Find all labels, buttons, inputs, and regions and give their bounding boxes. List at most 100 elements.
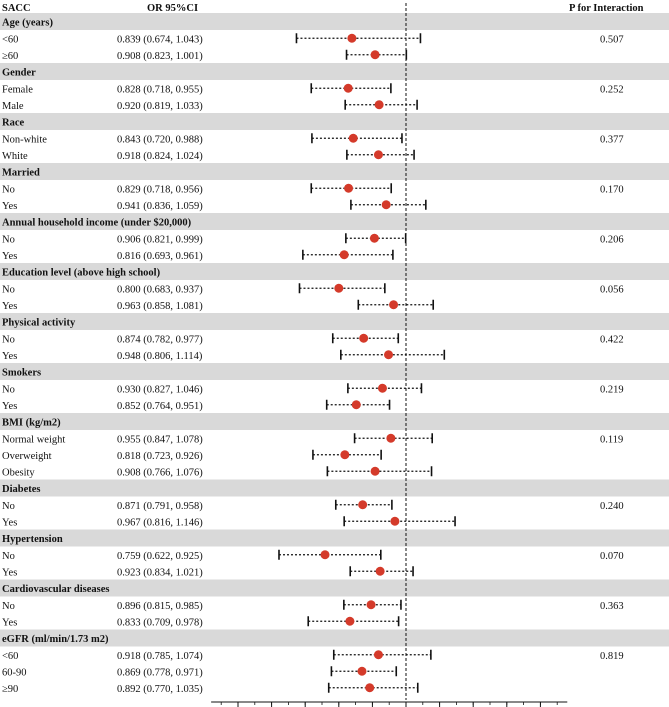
point-estimate bbox=[377, 383, 387, 393]
row-label: Male bbox=[2, 101, 24, 112]
group-band bbox=[0, 163, 669, 180]
row-p-value: 0.240 bbox=[600, 501, 624, 512]
point-estimate bbox=[373, 650, 383, 660]
row-ci-text: 0.906 (0.821, 0.999) bbox=[117, 234, 203, 245]
row-label: No bbox=[2, 384, 15, 395]
header-label: SACC bbox=[2, 3, 31, 14]
group-band bbox=[0, 213, 669, 230]
point-estimate bbox=[340, 450, 350, 460]
row-p-value: 0.206 bbox=[600, 234, 624, 245]
row-ci-text: 0.839 (0.674, 1.043) bbox=[117, 34, 203, 45]
point-estimate bbox=[351, 400, 361, 410]
group-title: Hypertension bbox=[2, 534, 63, 545]
row-ci-text: 0.918 (0.785, 1.074) bbox=[117, 651, 203, 662]
point-estimate bbox=[366, 600, 376, 610]
point-estimate bbox=[343, 83, 353, 93]
point-estimate bbox=[381, 200, 391, 210]
point-estimate bbox=[345, 616, 355, 626]
point-estimate bbox=[344, 183, 354, 193]
header-p-interaction: P for Interaction bbox=[569, 3, 644, 14]
row-ci-text: 0.892 (0.770, 1.035) bbox=[117, 684, 203, 695]
row-ci-text: 0.955 (0.847, 1.078) bbox=[117, 434, 203, 445]
row-p-value: 0.252 bbox=[600, 84, 624, 95]
point-estimate bbox=[389, 300, 399, 310]
row-ci-text: 0.948 (0.806, 1.114) bbox=[117, 351, 203, 362]
plot-marks bbox=[278, 3, 456, 700]
row-label: <60 bbox=[2, 651, 18, 662]
group-band bbox=[0, 113, 669, 130]
row-label: No bbox=[2, 501, 15, 512]
point-estimate bbox=[384, 350, 394, 360]
group-band bbox=[0, 579, 669, 597]
row-label: Yes bbox=[2, 401, 17, 412]
point-estimate bbox=[365, 683, 375, 693]
row-label: No bbox=[2, 601, 15, 612]
row-p-value: 0.219 bbox=[600, 384, 624, 395]
group-title: Age (years) bbox=[2, 18, 54, 29]
point-estimate bbox=[334, 283, 344, 293]
group-title: Race bbox=[2, 118, 24, 129]
group-band bbox=[0, 479, 669, 497]
row-ci-text: 0.852 (0.764, 0.951) bbox=[117, 401, 203, 412]
row-ci-text: 0.816 (0.693, 0.961) bbox=[117, 251, 203, 262]
row-ci-text: 0.896 (0.815, 0.985) bbox=[117, 601, 203, 612]
row-label: Yes bbox=[2, 201, 17, 212]
point-estimate bbox=[348, 133, 358, 143]
point-estimate bbox=[390, 516, 400, 526]
row-ci-text: 0.843 (0.720, 0.988) bbox=[117, 134, 203, 145]
row-ci-text: 0.920 (0.819, 1.033) bbox=[117, 101, 203, 112]
row-label: Yes bbox=[2, 617, 17, 628]
group-title: Married bbox=[2, 168, 40, 179]
point-estimate bbox=[347, 33, 357, 43]
row-ci-text: 0.963 (0.858, 1.081) bbox=[117, 301, 203, 312]
group-band bbox=[0, 363, 669, 380]
group-title: Education level (above high school) bbox=[2, 268, 161, 279]
row-label: Yes bbox=[2, 567, 17, 578]
row-label: <60 bbox=[2, 34, 18, 45]
row-ci-text: 0.908 (0.766, 1.076) bbox=[117, 467, 203, 478]
group-title: Gender bbox=[2, 68, 36, 79]
row-ci-text: 0.908 (0.823, 1.001) bbox=[117, 51, 203, 62]
row-p-value: 0.119 bbox=[600, 434, 623, 445]
group-title: Diabetes bbox=[2, 484, 41, 495]
group-title: eGFR (ml/min/1.73 m2) bbox=[2, 634, 109, 645]
group-title: Smokers bbox=[2, 368, 41, 379]
row-label: 60-90 bbox=[2, 667, 27, 678]
point-estimate bbox=[375, 566, 385, 576]
group-band bbox=[0, 629, 669, 647]
row-p-value: 0.507 bbox=[600, 34, 624, 45]
group-band bbox=[0, 13, 669, 30]
group-band bbox=[0, 263, 669, 280]
row-label: No bbox=[2, 551, 15, 562]
group-band bbox=[0, 63, 669, 80]
row-label: Female bbox=[2, 84, 33, 95]
row-label: No bbox=[2, 234, 15, 245]
point-estimate bbox=[357, 666, 367, 676]
row-p-value: 0.070 bbox=[600, 551, 624, 562]
row-ci-text: 0.800 (0.683, 0.937) bbox=[117, 284, 203, 295]
point-estimate bbox=[370, 50, 380, 60]
group-title: Annual household income (under $20,000) bbox=[2, 218, 192, 229]
group-band bbox=[0, 529, 669, 547]
group-band bbox=[0, 413, 669, 430]
point-estimate bbox=[373, 150, 383, 160]
row-label: White bbox=[2, 151, 28, 162]
group-band bbox=[0, 313, 669, 330]
row-p-value: 0.422 bbox=[600, 334, 624, 345]
point-estimate bbox=[374, 100, 384, 110]
row-label: No bbox=[2, 334, 15, 345]
point-estimate bbox=[359, 333, 369, 343]
row-ci-text: 0.923 (0.834, 1.021) bbox=[117, 567, 203, 578]
row-label: Yes bbox=[2, 351, 17, 362]
row-label: No bbox=[2, 184, 15, 195]
row-ci-text: 0.874 (0.782, 0.977) bbox=[117, 334, 203, 345]
row-ci-text: 0.918 (0.824, 1.024) bbox=[117, 151, 203, 162]
row-p-value: 0.819 bbox=[600, 651, 624, 662]
row-ci-text: 0.871 (0.791, 0.958) bbox=[117, 501, 203, 512]
row-ci-text: 0.869 (0.778, 0.971) bbox=[117, 667, 203, 678]
row-ci-text: 0.930 (0.827, 1.046) bbox=[117, 384, 203, 395]
point-estimate bbox=[358, 500, 368, 510]
header-row: SACC OR 95%CI P for Interaction bbox=[2, 3, 644, 14]
group-title: Cardiovascular diseases bbox=[2, 584, 109, 595]
